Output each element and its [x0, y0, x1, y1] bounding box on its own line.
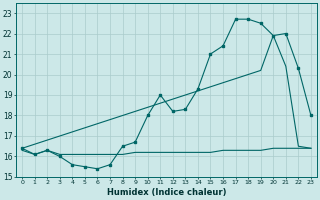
X-axis label: Humidex (Indice chaleur): Humidex (Indice chaleur) [107, 188, 226, 197]
